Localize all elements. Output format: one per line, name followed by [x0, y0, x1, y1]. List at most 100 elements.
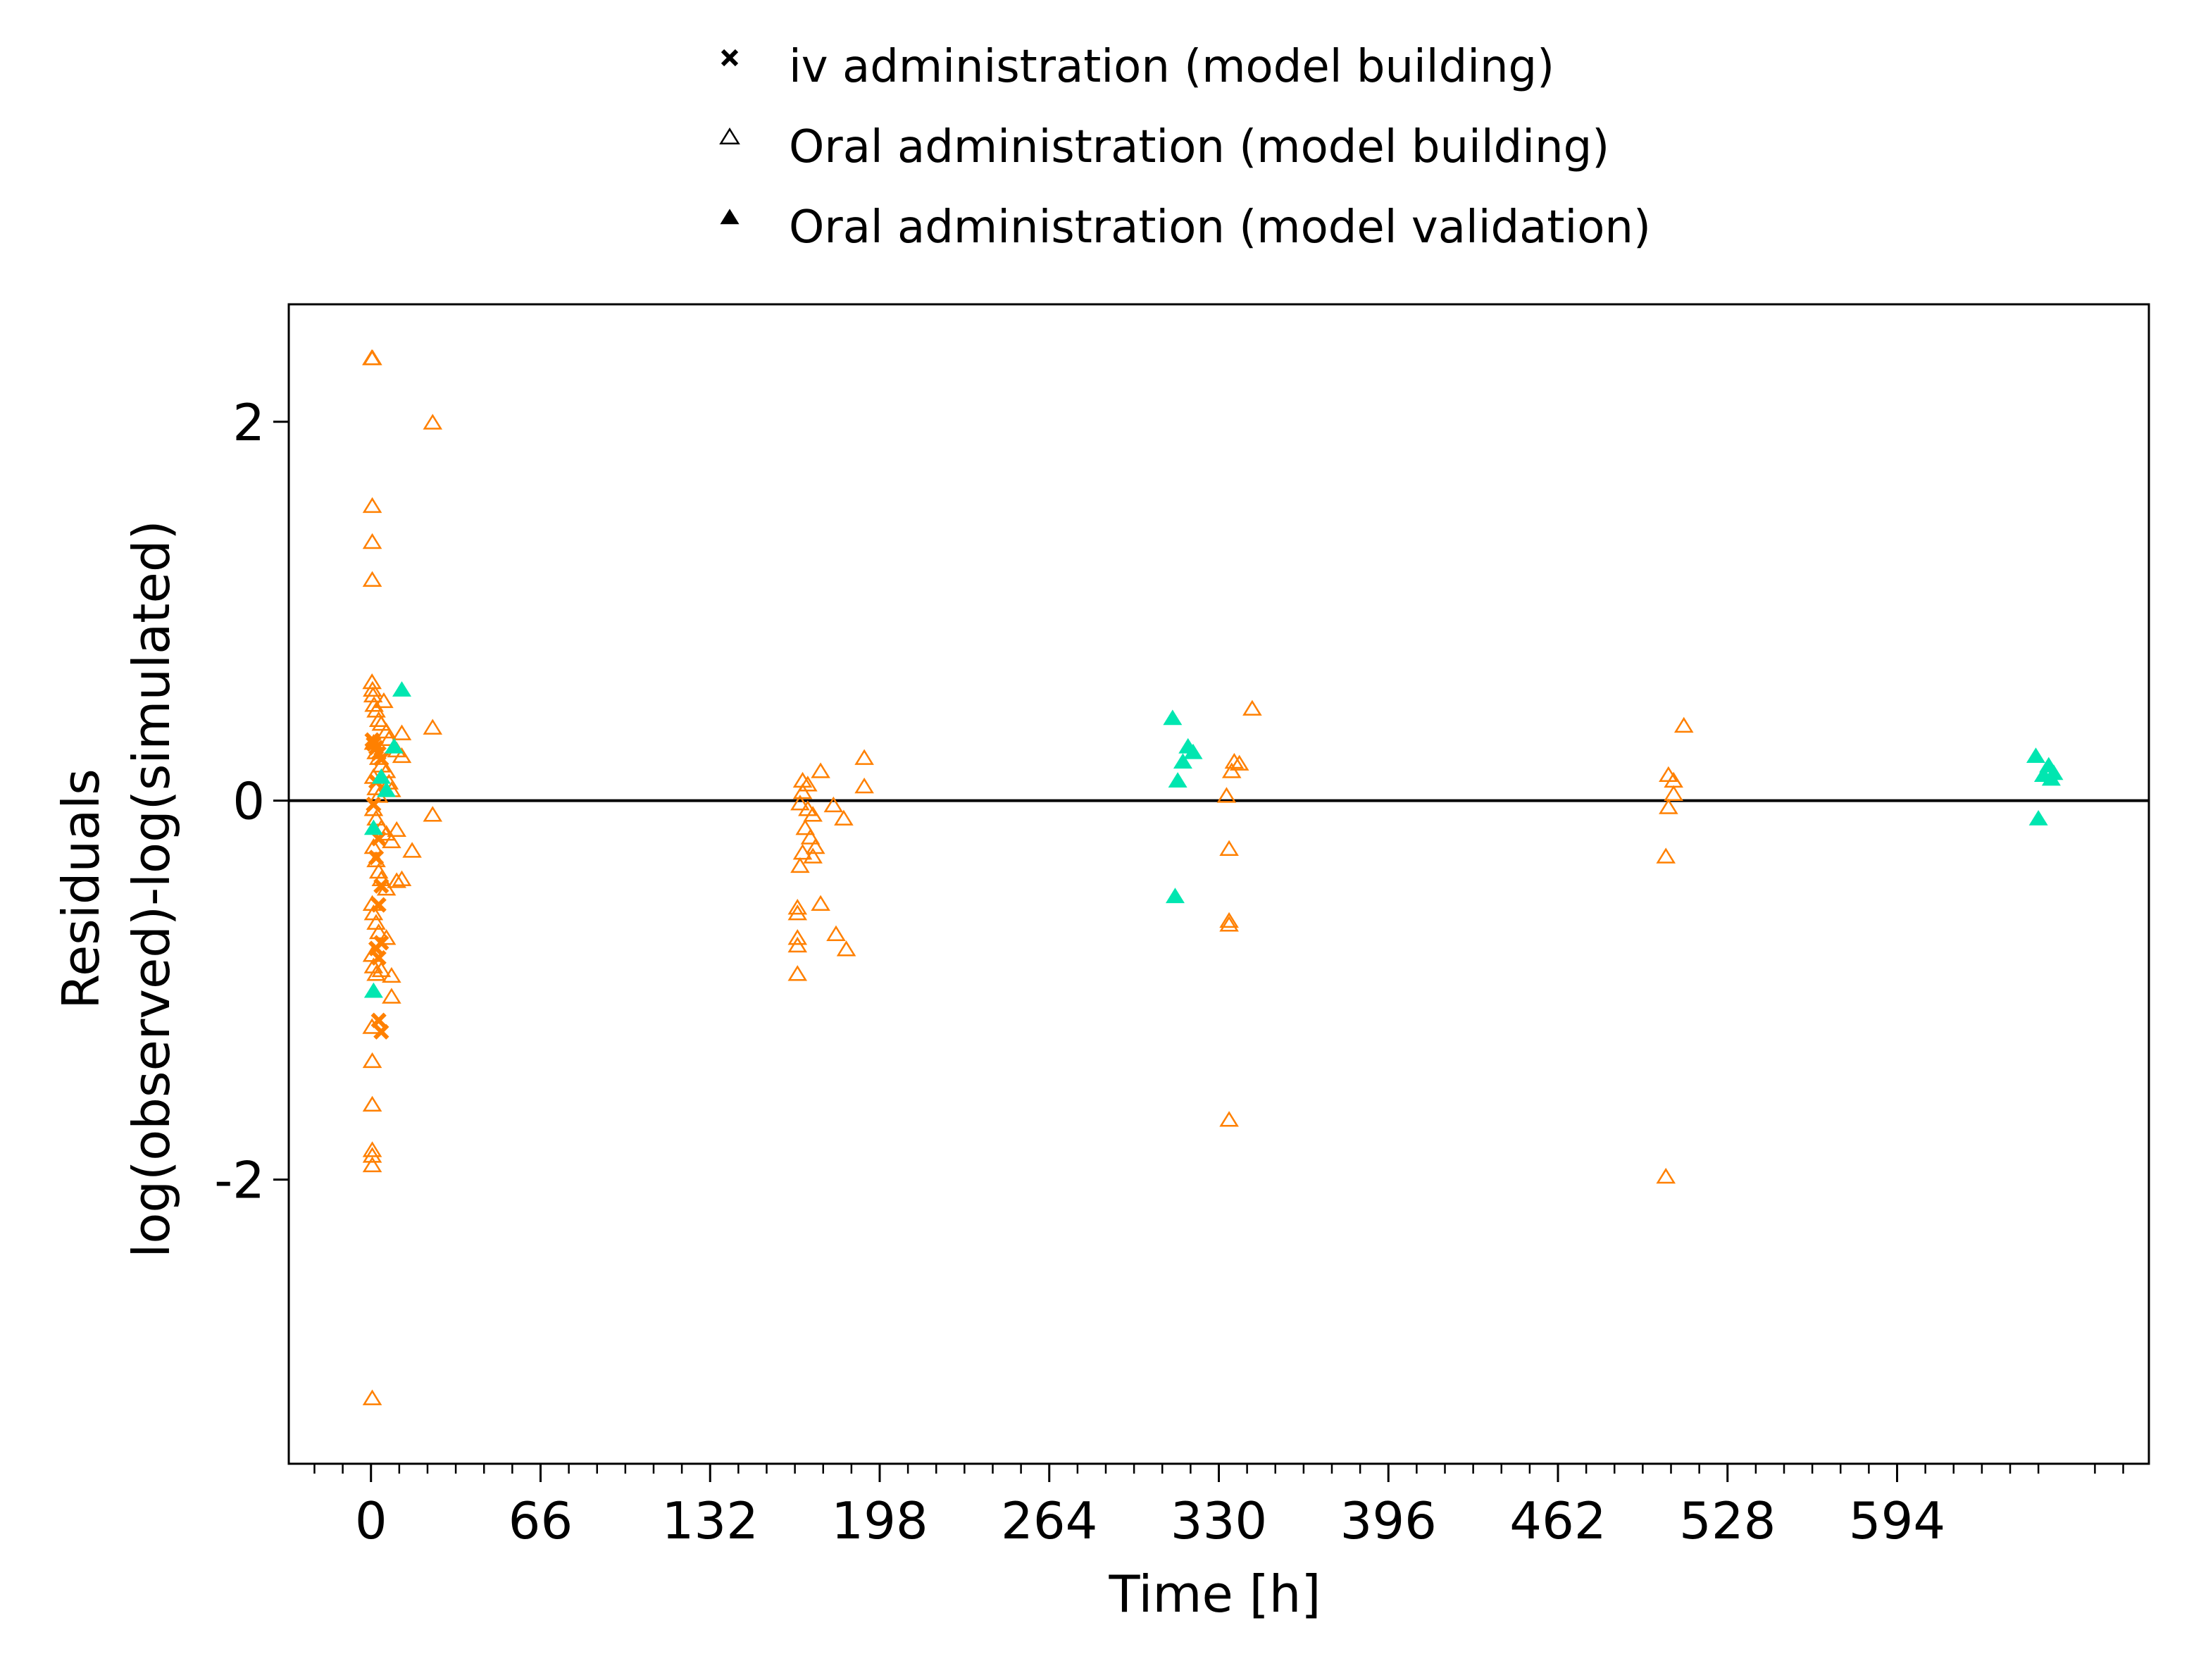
data-point-triangle-open: [792, 843, 813, 860]
data-point-triangle-open: [787, 898, 808, 915]
data-point-triangle-open: [834, 809, 854, 826]
data-point-triangle-open: [798, 776, 818, 792]
data-point-triangle-open: [1216, 787, 1237, 803]
data-point-triangle-filled: [371, 768, 391, 784]
legend: iv administration (model building) Oral …: [719, 41, 1651, 254]
data-point-triangle-open: [1664, 785, 1683, 801]
data-point-triangle-open: [387, 872, 406, 888]
data-point-triangle-filled: [1183, 743, 1203, 759]
data-point-triangle-open: [392, 724, 412, 740]
x-tick-label: 264: [1001, 1491, 1097, 1550]
data-point-triangle-open: [854, 777, 874, 794]
data-point-triangle-filled: [1173, 753, 1192, 769]
data-point-triangle-open: [423, 718, 443, 735]
data-point-triangle-open: [823, 796, 844, 813]
data-point-triangle-filled: [1163, 709, 1183, 726]
y-axis: 2 0 -2: [214, 393, 289, 1210]
data-point-triangle-open: [790, 857, 810, 873]
data-point-triangle-open: [423, 806, 443, 822]
data-point-x: [373, 1023, 389, 1040]
data-point-triangle-open: [392, 870, 412, 886]
data-point-triangle-open: [402, 842, 422, 858]
data-point-triangle-open: [1229, 754, 1249, 771]
data-point-triangle-open: [792, 783, 813, 799]
x-tick-label: 330: [1171, 1491, 1267, 1550]
data-point-triangle-open: [362, 1141, 382, 1157]
data-point-triangle-open: [826, 925, 846, 941]
data-point-triangle-filled: [385, 738, 404, 754]
data-point-triangle-filled: [363, 982, 383, 998]
legend-marker-triangle-filled: [720, 209, 740, 225]
data-point-triangle-open: [374, 692, 394, 709]
legend-symbol-triangle-open: [719, 127, 740, 145]
legend-symbol-x: [721, 49, 739, 67]
plot-frame: [287, 303, 2150, 1465]
data-point-x: [370, 1012, 387, 1028]
data-point-triangle-open: [387, 821, 406, 838]
data-point-triangle-open: [363, 686, 383, 703]
y-axis-title-line2: log(observed)-log(simulated): [122, 520, 181, 1257]
data-point-triangle-open: [1219, 1111, 1239, 1127]
y-tick-label: 0: [232, 772, 265, 831]
data-point-triangle-open: [803, 847, 823, 864]
legend-marker-triangle-open: [719, 127, 740, 145]
data-point-triangle-open: [363, 349, 382, 366]
data-point-triangle-open: [382, 988, 401, 1004]
legend-label-oral-building: Oral administration (model building): [789, 121, 1609, 173]
data-point-triangle-filled: [1168, 772, 1187, 788]
data-point-triangle-open: [854, 749, 874, 765]
data-point-triangle-open: [1219, 911, 1239, 928]
data-point-triangle-open: [368, 923, 389, 940]
data-point-x: [370, 897, 387, 913]
x-axis-title: Time [h]: [1109, 1564, 1321, 1624]
data-point-triangle-open: [363, 680, 382, 697]
data-markers: [362, 349, 2064, 1405]
x-tick-label: 528: [1679, 1491, 1776, 1550]
data-point-triangle-open: [382, 966, 401, 983]
data-point-x: [370, 950, 387, 966]
data-point-triangle-open: [371, 715, 392, 731]
x-tick-label: 198: [831, 1491, 928, 1550]
data-point-triangle-open: [366, 914, 386, 930]
data-point-triangle-open: [811, 762, 830, 778]
data-point-x: [373, 751, 389, 767]
data-point-triangle-open: [1219, 916, 1239, 932]
data-point-triangle-open: [811, 895, 830, 911]
data-point-x: [373, 935, 389, 951]
data-point-triangle-open: [362, 497, 382, 514]
data-point-triangle-open: [362, 1147, 382, 1163]
data-point-triangle-open: [787, 936, 808, 953]
data-point-triangle-filled: [392, 681, 411, 697]
legend-label-oral-validation: Oral administration (model validation): [789, 201, 1651, 254]
data-point-triangle-open: [800, 828, 821, 845]
legend-item-oral-validation: Oral administration (model validation): [720, 201, 1651, 254]
data-point-triangle-open: [1659, 798, 1678, 814]
data-point-triangle-open: [362, 673, 382, 690]
data-point-triangle-filled: [2026, 747, 2045, 764]
x-tick-label: 0: [355, 1491, 387, 1550]
data-point-triangle-filled: [363, 819, 383, 835]
data-point-triangle-filled: [377, 781, 397, 797]
data-point-triangle-filled: [2028, 809, 2048, 826]
x-axis: 0 66 132 198 264 330 396 462 528 594: [313, 1464, 2124, 1550]
data-point-triangle-open: [362, 1156, 382, 1173]
data-point-triangle-filled: [2041, 770, 2061, 786]
data-point-x: [366, 796, 382, 813]
data-point-triangle-open: [362, 571, 382, 587]
legend-symbol-triangle-filled: [720, 209, 740, 225]
data-point-x: [373, 878, 389, 894]
legend-item-iv: iv administration (model building): [721, 41, 1554, 93]
data-point-triangle-open: [392, 747, 412, 764]
x-tick-label: 132: [662, 1491, 759, 1550]
data-point-triangle-open: [1221, 762, 1242, 778]
data-point-triangle-open: [1656, 847, 1676, 864]
data-point-triangle-open: [366, 965, 386, 981]
data-point-triangle-open: [362, 533, 382, 549]
y-tick-label: 2: [232, 393, 265, 452]
data-point-triangle-open: [1219, 840, 1239, 856]
legend-label-iv: iv administration (model building): [789, 41, 1554, 93]
legend-marker-x: [721, 49, 739, 67]
data-point-triangle-open: [836, 940, 856, 957]
data-point-triangle-open: [790, 795, 810, 811]
y-tick-label: -2: [214, 1151, 265, 1210]
